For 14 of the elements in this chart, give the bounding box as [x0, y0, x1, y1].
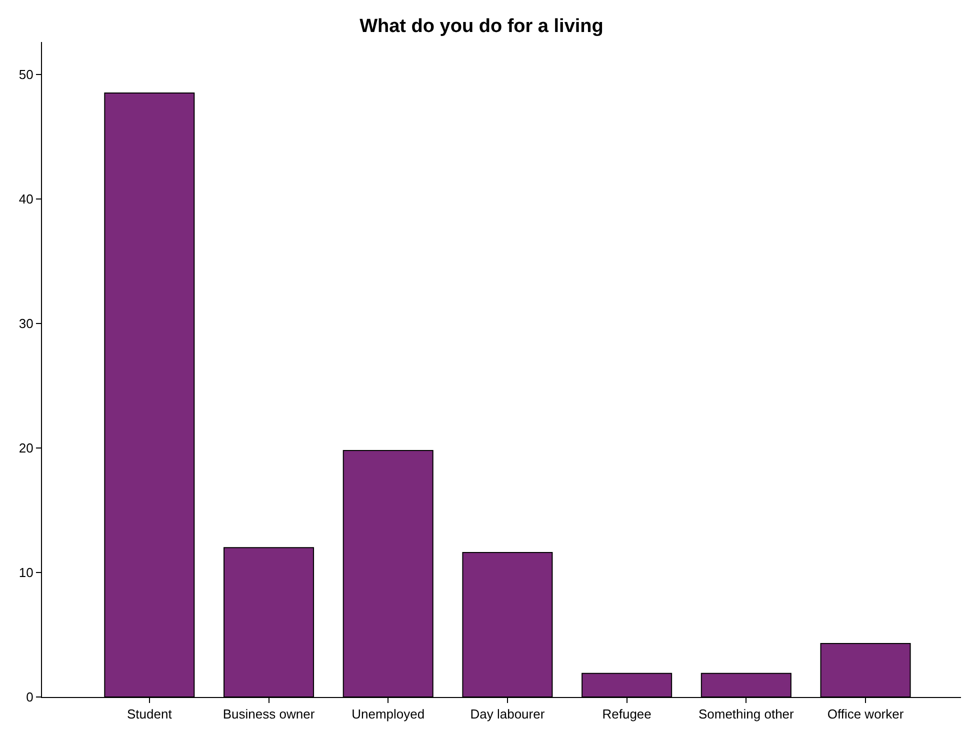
- y-tick-label: 10: [18, 565, 34, 580]
- x-tick-label: Day labourer: [470, 706, 546, 722]
- y-tick-label: 30: [18, 316, 34, 331]
- y-tick-label: 0: [26, 690, 34, 705]
- x-tick-label: Student: [127, 706, 172, 722]
- y-tick-label: 20: [18, 440, 34, 456]
- y-tick-label: 50: [18, 66, 34, 82]
- x-tick-label: Something other: [698, 706, 795, 722]
- chart-title: What do you do for a living: [360, 16, 604, 37]
- y-tick-label: 40: [18, 191, 34, 206]
- x-tick-label: Refugee: [602, 706, 652, 722]
- x-tick-label: Office worker: [827, 706, 904, 722]
- x-tick-label: Business owner: [222, 706, 316, 722]
- x-tick-label: Unemployed: [352, 706, 425, 722]
